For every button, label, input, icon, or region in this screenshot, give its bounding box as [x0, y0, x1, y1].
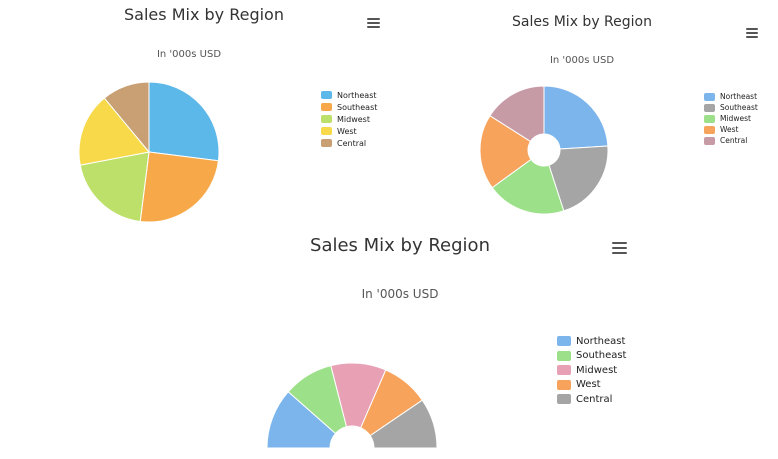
legend-item-northeast[interactable]: Northeast: [557, 334, 626, 349]
legend-swatch: [704, 136, 715, 145]
legend-swatch: [557, 350, 571, 361]
legend-item-northeast[interactable]: Northeast: [321, 89, 377, 101]
legend-item-southeast[interactable]: Southeast: [704, 102, 758, 113]
legend-swatch: [321, 91, 332, 99]
legend-label: Midwest: [720, 114, 751, 123]
legend-item-southeast[interactable]: Southeast: [557, 349, 626, 364]
legend-item-northeast[interactable]: Northeast: [704, 91, 758, 102]
legend-label: Northeast: [720, 92, 758, 101]
legend-item-west[interactable]: West: [321, 125, 377, 137]
legend-label: Central: [720, 136, 748, 145]
chart-legend: Northeast Southeast Midwest West Central: [321, 89, 377, 149]
pie-slice-midwest[interactable]: [491, 158, 565, 215]
legend-label: Northeast: [576, 335, 626, 347]
chart-panel-1: Sales Mix by Region In '000s USD Northea…: [0, 0, 390, 230]
legend-label: West: [720, 125, 739, 134]
legend-swatch: [321, 127, 332, 135]
hamburger-menu-icon[interactable]: [367, 18, 380, 28]
legend-item-southeast[interactable]: Southeast: [321, 101, 377, 113]
legend-item-central[interactable]: Central: [704, 135, 758, 146]
pie-slice-northeast[interactable]: [543, 85, 609, 150]
pie-slice-west[interactable]: [479, 115, 532, 189]
chart-subtitle: In '000s USD: [156, 49, 222, 60]
pie-slice-southeast[interactable]: [548, 145, 609, 212]
legend-swatch: [321, 115, 332, 123]
legend-label: Midwest: [576, 364, 618, 376]
legend-label: Midwest: [337, 114, 370, 124]
chart-subtitle: In '000s USD: [361, 287, 439, 301]
legend-label: West: [337, 126, 357, 136]
pie-slice-central[interactable]: [489, 85, 545, 143]
chart-title: Sales Mix by Region: [512, 14, 652, 30]
pie-slice-central[interactable]: [103, 81, 150, 154]
legend-swatch: [321, 103, 332, 111]
chart-panel-3: Sales Mix by Region In '000s USD Northea…: [160, 228, 646, 459]
legend-swatch: [704, 125, 715, 134]
legend-label: Northeast: [337, 90, 377, 100]
legend-item-central[interactable]: Central: [557, 392, 626, 407]
legend-label: Central: [337, 138, 367, 148]
legend-item-central[interactable]: Central: [321, 137, 377, 149]
legend-swatch: [557, 394, 571, 405]
pie-slice-midwest[interactable]: [79, 151, 150, 223]
semi-donut-chart-plot: [266, 362, 438, 449]
pie-chart-plot: [78, 81, 220, 223]
pie-slice-west[interactable]: [78, 97, 150, 166]
legend-swatch: [704, 92, 715, 101]
hamburger-menu-icon[interactable]: [746, 28, 758, 38]
legend-label: Southeast: [576, 350, 627, 362]
legend-label: Southeast: [337, 102, 378, 112]
legend-swatch: [557, 379, 571, 390]
legend-label: Central: [576, 393, 613, 405]
chart-title: Sales Mix by Region: [310, 235, 490, 256]
pie-slice-northeast[interactable]: [148, 81, 220, 162]
legend-item-midwest[interactable]: Midwest: [557, 363, 626, 378]
legend-item-west[interactable]: West: [704, 124, 758, 135]
legend-swatch: [704, 114, 715, 123]
hamburger-menu-icon[interactable]: [612, 242, 627, 254]
chart-legend: Northeast Southeast Midwest West Central: [704, 91, 758, 146]
legend-item-midwest[interactable]: Midwest: [321, 113, 377, 125]
pie-slice-southeast[interactable]: [139, 151, 220, 223]
legend-swatch: [557, 365, 571, 376]
legend-swatch: [321, 139, 332, 147]
legend-item-midwest[interactable]: Midwest: [704, 113, 758, 124]
legend-swatch: [557, 336, 571, 347]
pie-slice-central[interactable]: [369, 399, 438, 449]
chart-legend: Northeast Southeast Midwest West Central: [557, 334, 626, 407]
legend-label: West: [576, 379, 601, 391]
legend-swatch: [704, 103, 715, 112]
chart-title: Sales Mix by Region: [124, 5, 284, 24]
legend-item-west[interactable]: West: [557, 378, 626, 393]
chart-panel-2: Sales Mix by Region In '000s USD Northea…: [392, 0, 778, 230]
chart-subtitle: In '000s USD: [549, 55, 615, 66]
legend-label: Southeast: [720, 103, 758, 112]
donut-chart-plot: [479, 85, 609, 215]
